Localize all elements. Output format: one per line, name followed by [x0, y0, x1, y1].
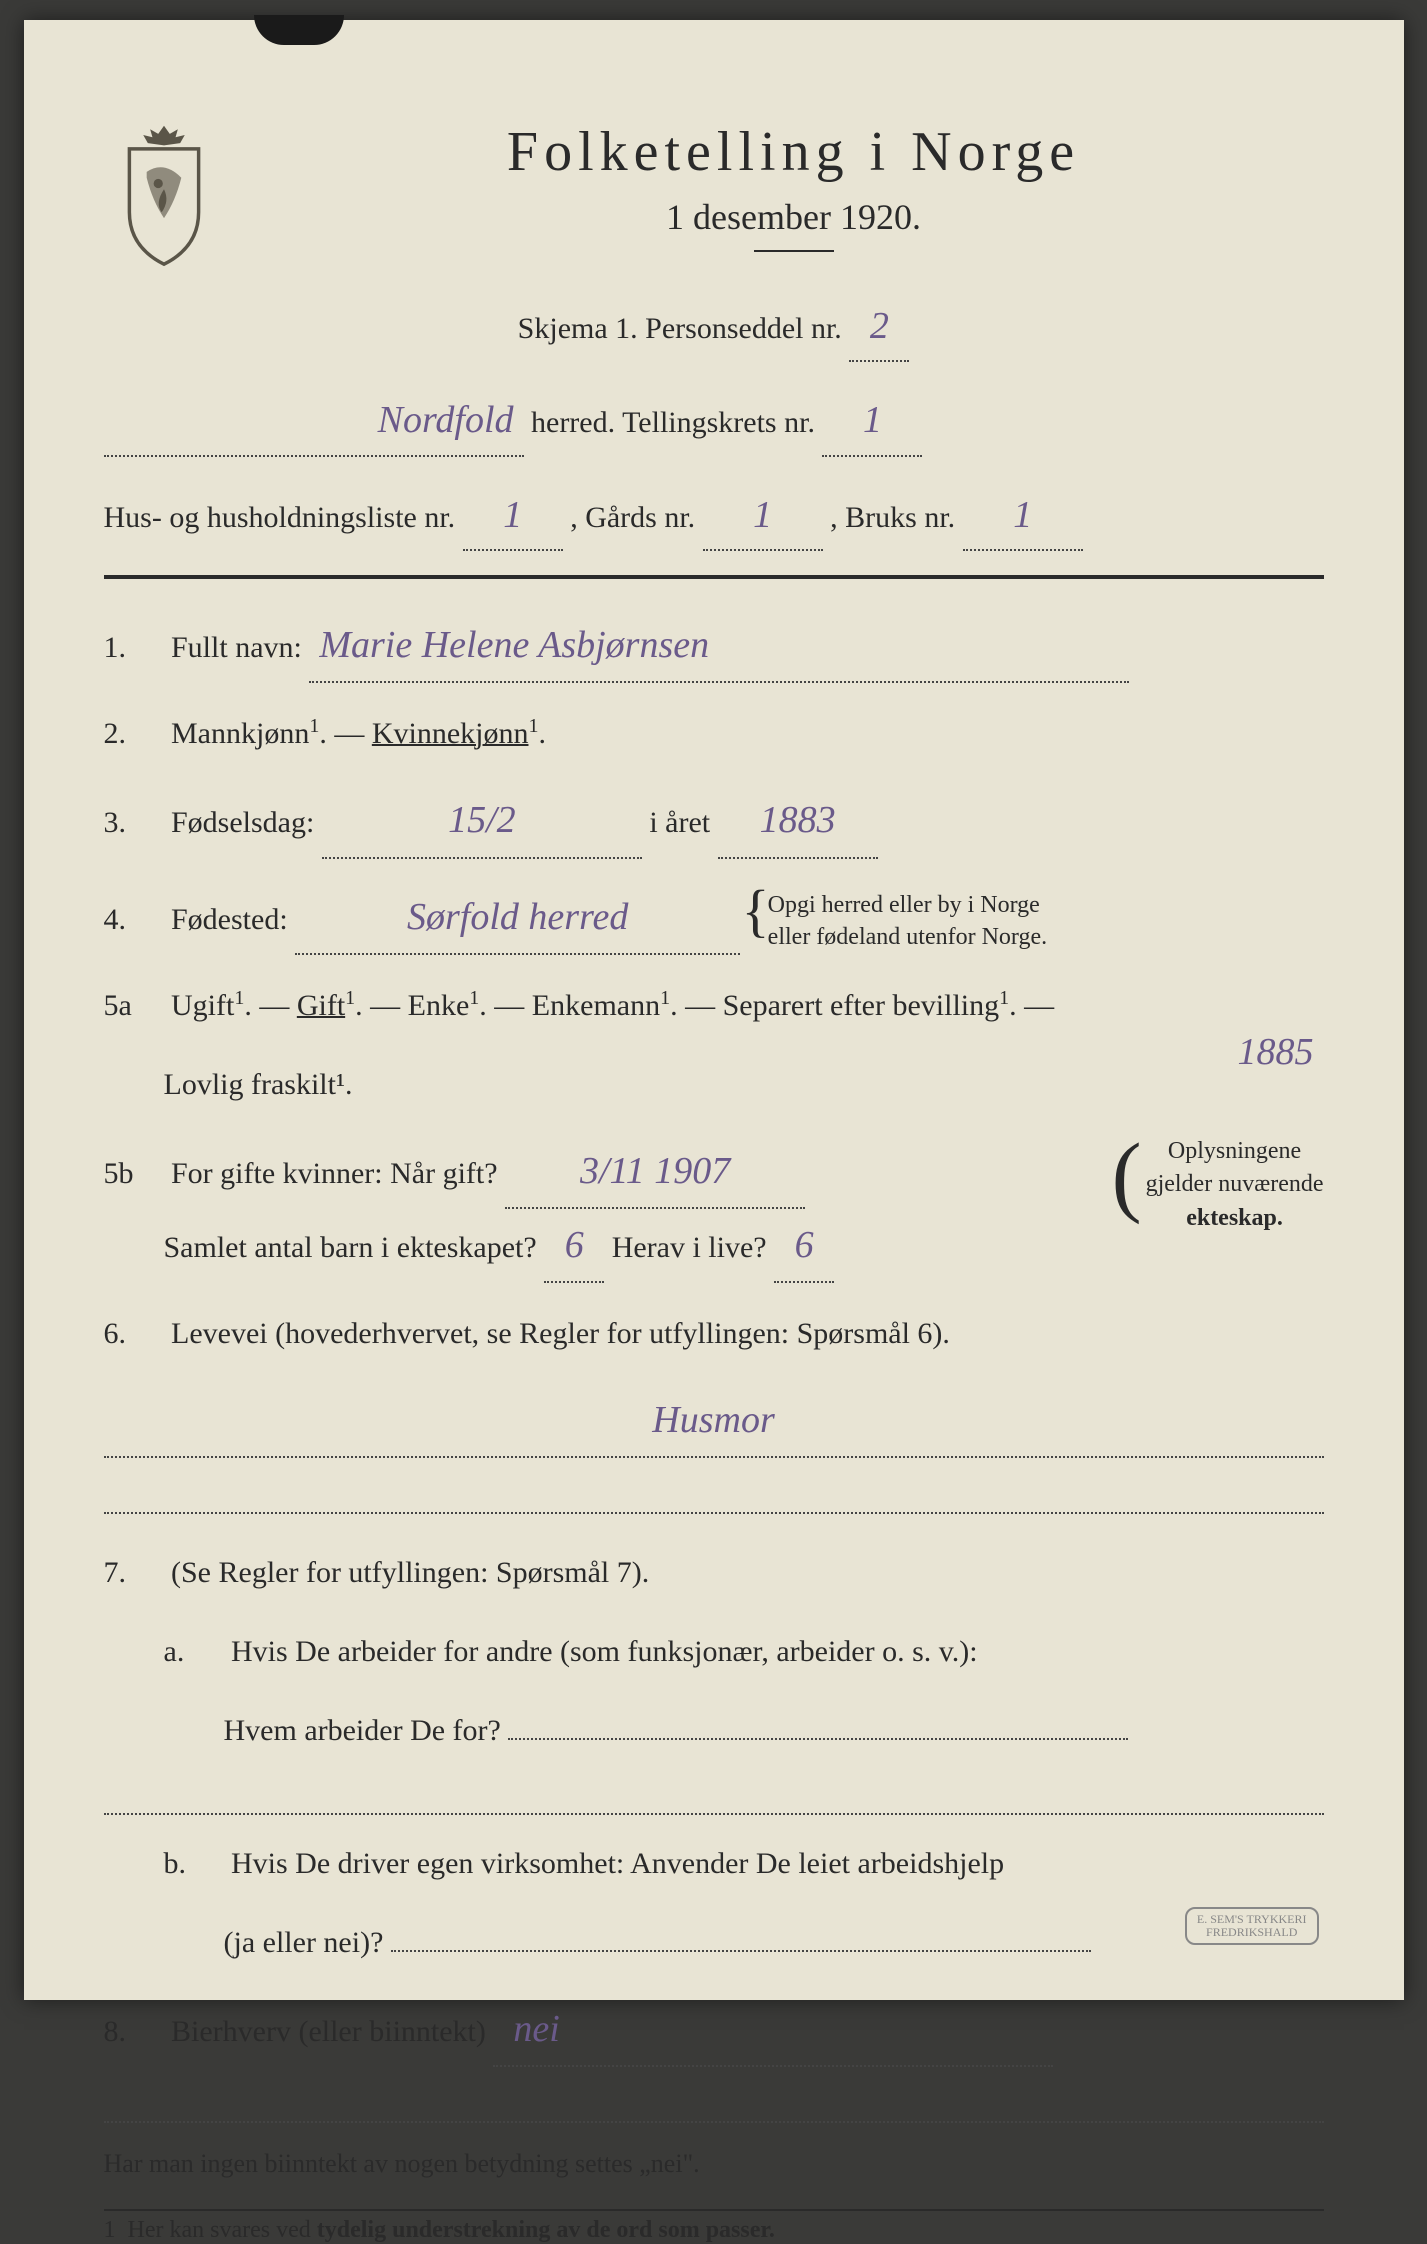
q5b-live-label: Herav i live? — [612, 1231, 767, 1264]
q5b-barn-label: Samlet antal barn i ekteskapet? — [104, 1231, 537, 1264]
footer-note: Har man ingen biinntekt av nogen betydni… — [104, 2149, 1324, 2179]
q5a-num: 5a — [104, 977, 164, 1034]
q6-num: 6. — [104, 1305, 164, 1362]
q7b-text: Hvis De driver egen virksomhet: Anvender… — [231, 1847, 1004, 1880]
q4-row: 4. Fødested: Sørfold herred Opgi herred … — [104, 881, 1324, 955]
q1-label: Fullt navn: — [171, 631, 302, 664]
q5a-margin-year: 1885 — [1238, 1016, 1314, 1088]
q7b-text2: (ja eller nei)? — [224, 1926, 384, 1959]
q5b-num: 5b — [104, 1145, 164, 1202]
footnote: 1 Her kan svares ved tydelig understrekn… — [104, 2209, 1324, 2244]
q2-kvinne: Kvinnekjønn — [372, 717, 529, 750]
q3-day: 15/2 — [448, 799, 516, 841]
q8-row: 8. Bierhverv (eller biinntekt) nei — [104, 1993, 1324, 2067]
q6-blank-line — [104, 1480, 1324, 1514]
q5b-row: 5b For gifte kvinner: Når gift? 3/11 190… — [104, 1135, 1324, 1283]
q5b-live: 6 — [795, 1224, 814, 1266]
q3-label: Fødselsdag: — [171, 806, 314, 839]
q4-num: 4. — [104, 891, 164, 948]
q1-value: Marie Helene Asbjørnsen — [319, 624, 709, 666]
q7a-row2: Hvem arbeider De for? — [104, 1702, 1324, 1759]
q3-row: 3. Fødselsdag: 15/2 i året 1883 — [104, 784, 1324, 858]
q7b-num: b. — [164, 1835, 224, 1892]
q7-row: 7. (Se Regler for utfyllingen: Spørsmål … — [104, 1544, 1324, 1601]
q7b-row: b. Hvis De driver egen virksomhet: Anven… — [104, 1835, 1324, 1892]
herred-line: Nordfold herred. Tellingskrets nr. 1 — [104, 386, 1324, 456]
q3-num: 3. — [104, 794, 164, 851]
q5b-note: Oplysningene gjelder nuværende ekteskap. — [1122, 1135, 1324, 1236]
q3-year-label: i året — [649, 806, 710, 839]
q1-row: 1. Fullt navn: Marie Helene Asbjørnsen — [104, 609, 1324, 683]
skjema-line: Skjema 1. Personseddel nr. 2 — [104, 292, 1324, 362]
q5a-options: Ugift1. — Gift1. — Enke1. — Enkemann1. —… — [171, 989, 1054, 1022]
husliste-line: Hus- og husholdningsliste nr. 1 , Gårds … — [104, 481, 1324, 551]
husliste-nr: 1 — [503, 494, 522, 536]
q7a-blank — [104, 1781, 1324, 1815]
q7a-row: a. Hvis De arbeider for andre (som funks… — [104, 1623, 1324, 1680]
gards-nr: 1 — [753, 494, 772, 536]
q5a-row2: Lovlig fraskilt¹. 1885 — [104, 1056, 1324, 1113]
q6-row: 6. Levevei (hovederhvervet, se Regler fo… — [104, 1305, 1324, 1362]
q5b-barn: 6 — [565, 1224, 584, 1266]
q8-blank — [104, 2089, 1324, 2123]
q3-year: 1883 — [760, 799, 836, 841]
title-block: Folketelling i Norge 1 desember 1920. — [264, 120, 1324, 282]
q7a-text: Hvis De arbeider for andre (som funksjon… — [231, 1635, 978, 1668]
q6-value-row: Husmor — [104, 1384, 1324, 1458]
q8-num: 8. — [104, 2003, 164, 2060]
q5a-row: 5a Ugift1. — Gift1. — Enke1. — Enkemann1… — [104, 977, 1324, 1034]
header: Folketelling i Norge 1 desember 1920. — [104, 120, 1324, 282]
q8-label: Bierhverv (eller biinntekt) — [171, 2015, 486, 2048]
tellingskrets-nr: 1 — [863, 399, 882, 441]
skjema-label: Skjema 1. Personseddel nr. — [518, 312, 842, 345]
q7a-num: a. — [164, 1623, 224, 1680]
q4-value: Sørfold herred — [407, 896, 628, 938]
q2-num: 2. — [104, 705, 164, 762]
q2-mann: Mannkjønn — [171, 717, 309, 750]
subtitle: 1 desember 1920. — [264, 196, 1324, 238]
bruks-nr: 1 — [1013, 494, 1032, 536]
personseddel-nr: 2 — [870, 305, 889, 347]
q8-value: nei — [513, 2008, 559, 2050]
gards-label: , Gårds nr. — [570, 501, 695, 534]
coat-of-arms-icon — [104, 120, 224, 270]
printer-stamp: E. SEM'S TRYKKERI FREDRIKSHALD — [1185, 1907, 1319, 1945]
q7-num: 7. — [104, 1544, 164, 1601]
q2-row: 2. Mannkjønn1. — Kvinnekjønn1. — [104, 705, 1324, 762]
q5a-options2: Lovlig fraskilt¹. — [164, 1068, 353, 1101]
q6-label: Levevei (hovederhvervet, se Regler for u… — [171, 1317, 950, 1350]
husliste-label: Hus- og husholdningsliste nr. — [104, 501, 456, 534]
q7a-text2: Hvem arbeider De for? — [224, 1714, 501, 1747]
bruks-label: , Bruks nr. — [830, 501, 955, 534]
q5b-label: For gifte kvinner: Når gift? — [171, 1157, 498, 1190]
q4-label: Fødested: — [171, 903, 288, 936]
binder-clip — [254, 15, 344, 45]
herred-label: herred. Tellingskrets nr. — [531, 406, 815, 439]
q7b-row2: (ja eller nei)? — [104, 1914, 1324, 1971]
divider-heavy — [104, 575, 1324, 579]
main-title: Folketelling i Norge — [264, 120, 1324, 184]
title-rule — [754, 250, 834, 252]
census-form-page: Folketelling i Norge 1 desember 1920. Sk… — [24, 20, 1404, 2000]
q6-value: Husmor — [652, 1399, 774, 1441]
q4-note: Opgi herred eller by i Norge eller fødel… — [748, 890, 1047, 952]
q1-num: 1. — [104, 619, 164, 676]
q7-label: (Se Regler for utfyllingen: Spørsmål 7). — [171, 1556, 649, 1589]
herred-value: Nordfold — [378, 399, 514, 441]
q5b-gift: 3/11 1907 — [580, 1150, 730, 1192]
